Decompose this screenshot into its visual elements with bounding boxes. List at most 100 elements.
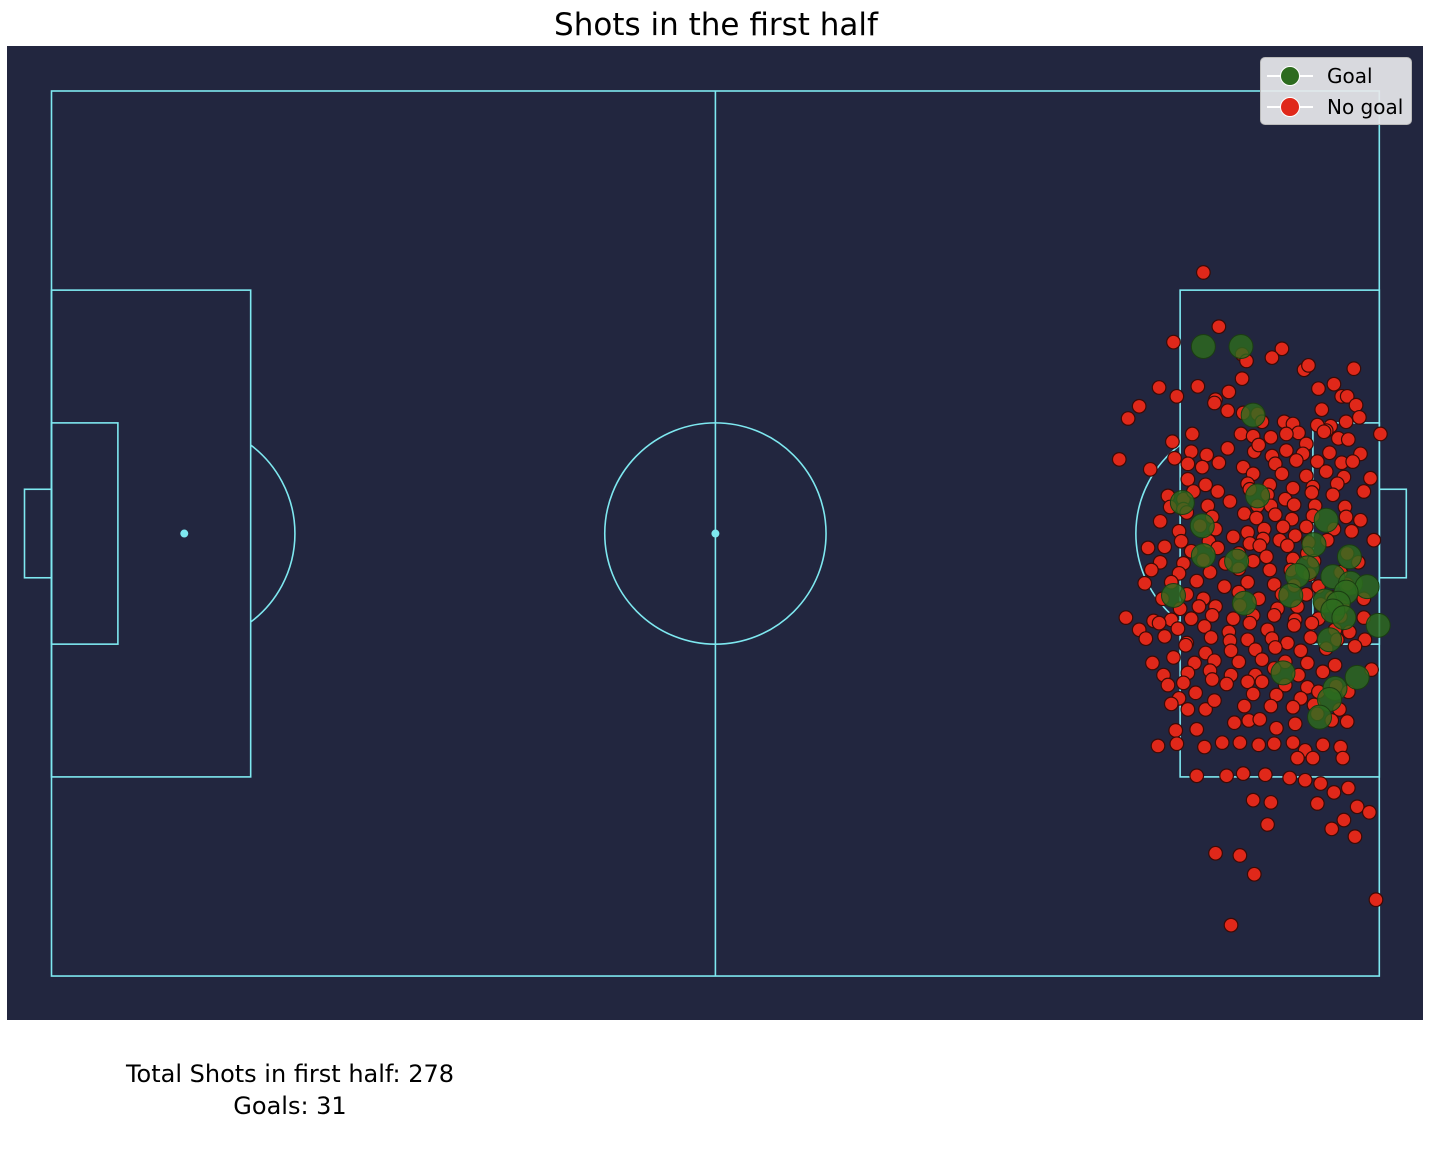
shot-no-goal-point: [1305, 750, 1321, 766]
shot-no-goal-point: [1211, 319, 1227, 335]
shot-no-goal-point: [1298, 519, 1314, 535]
shot-no-goal-point: [1180, 471, 1196, 487]
shot-no-goal-point: [1251, 437, 1267, 453]
shot-no-goal-point: [1188, 685, 1204, 701]
shot-no-goal-point: [1315, 737, 1331, 753]
shot-no-goal-point: [1118, 610, 1134, 625]
shot-no-goal-point: [1351, 409, 1367, 425]
shot-goal-point: [1354, 574, 1380, 600]
shot-no-goal-point: [1137, 575, 1153, 591]
shot-no-goal-point: [1219, 768, 1235, 784]
shot-no-goal-point: [1190, 378, 1206, 394]
shot-no-goal-point: [1234, 371, 1250, 387]
shot-no-goal-point: [1225, 611, 1241, 627]
shot-goal-point: [1228, 334, 1254, 360]
shot-no-goal-point: [1266, 736, 1282, 752]
shot-no-goal-point: [1214, 735, 1230, 751]
shot-no-goal-point: [1338, 414, 1354, 430]
shot-no-goal-point: [1348, 397, 1364, 413]
shot-no-goal-point: [1303, 630, 1319, 645]
shot-no-goal-point: [1164, 434, 1180, 450]
shot-no-goal-point: [1266, 577, 1282, 592]
shot-goal-point: [1344, 664, 1370, 690]
shot-no-goal-point: [1180, 456, 1196, 472]
shot-no-goal-point: [1316, 424, 1332, 440]
shot-no-goal-point: [1219, 676, 1235, 692]
shot-no-goal-point: [1267, 640, 1283, 655]
shot-no-goal-point: [1184, 426, 1200, 442]
shot-no-goal-point: [1120, 411, 1136, 426]
goal-right: [1378, 488, 1408, 579]
shot-goal-point: [1245, 483, 1271, 509]
shot-goal-point: [1331, 605, 1357, 631]
shot-no-goal-point: [1285, 699, 1301, 715]
shot-goal-point: [1190, 543, 1216, 569]
chart-title: Shots in the first half: [554, 7, 878, 43]
shot-no-goal-point: [1278, 443, 1294, 458]
pitch-plot: [7, 46, 1423, 1020]
shot-no-goal-point: [1138, 631, 1154, 647]
shot-no-goal-point: [1143, 562, 1159, 578]
shot-no-goal-point: [1345, 454, 1361, 470]
shot-no-goal-point: [1263, 794, 1279, 810]
shot-no-goal-point: [1346, 361, 1362, 377]
shot-goal-point: [1278, 582, 1304, 608]
legend-marker-no-goal: [1280, 97, 1300, 117]
shot-no-goal-point: [1260, 817, 1275, 832]
shot-goal-point: [1160, 582, 1186, 608]
shot-no-goal-point: [1246, 866, 1262, 882]
shot-no-goal-point: [1183, 444, 1199, 460]
shot-no-goal-point: [1324, 821, 1340, 837]
legend-entry-no-goal: No goal: [1261, 91, 1411, 121]
shot-no-goal-point: [1297, 772, 1313, 788]
shot-no-goal-point: [1180, 702, 1196, 717]
shot-no-goal-point: [1290, 750, 1305, 766]
shot-no-goal-point: [1287, 716, 1303, 732]
shot-no-goal-point: [1326, 376, 1342, 392]
shot-no-goal-point: [1280, 635, 1295, 651]
shot-no-goal-point: [1340, 432, 1356, 447]
shot-no-goal-point: [1167, 450, 1182, 466]
shot-goal-point: [1240, 402, 1266, 428]
shot-no-goal-point: [1233, 426, 1249, 442]
shot-no-goal-point: [1373, 426, 1388, 442]
shot-no-goal-point: [1111, 451, 1127, 467]
shot-no-goal-point: [1338, 509, 1354, 525]
shot-no-goal-point: [1189, 768, 1205, 784]
goals-text: Goals: 31: [233, 1092, 347, 1120]
shot-no-goal-point: [1203, 630, 1219, 645]
shot-no-goal-point: [1160, 677, 1176, 693]
shot-no-goal-point: [1198, 477, 1213, 493]
shot-no-goal-point: [1263, 429, 1279, 445]
shot-no-goal-point: [1347, 829, 1363, 845]
shot-goal-point: [1307, 704, 1333, 730]
shot-no-goal-point: [1199, 447, 1215, 463]
penalty-spot-left: [180, 529, 189, 538]
shot-no-goal-point: [1252, 538, 1268, 554]
shot-no-goal-point: [1183, 611, 1199, 627]
shot-no-goal-point: [1221, 384, 1237, 400]
shot-goal-point: [1317, 627, 1343, 653]
shot-no-goal-point: [1236, 698, 1252, 714]
shot-no-goal-point: [1267, 507, 1283, 523]
shot-no-goal-point: [1232, 735, 1248, 751]
shot-no-goal-point: [1340, 780, 1356, 796]
shot-no-goal-point: [1208, 845, 1223, 861]
shot-no-goal-point: [1339, 388, 1355, 404]
shot-no-goal-point: [1169, 736, 1185, 752]
shot-no-goal-point: [1268, 720, 1284, 736]
shot-no-goal-point: [1150, 738, 1166, 754]
shot-no-goal-point: [1299, 655, 1315, 671]
shot-no-goal-point: [1189, 721, 1205, 737]
shot-no-goal-point: [1173, 533, 1189, 549]
shot-no-goal-point: [1210, 484, 1226, 499]
shot-no-goal-point: [1254, 652, 1270, 668]
shot-no-goal-point: [1285, 480, 1301, 496]
shot-no-goal-point: [1336, 812, 1352, 828]
shot-no-goal-point: [1211, 455, 1227, 471]
shot-no-goal-point: [1225, 529, 1241, 545]
shot-no-goal-point: [1245, 792, 1261, 808]
shot-no-goal-point: [1335, 750, 1351, 766]
shot-no-goal-point: [1223, 917, 1239, 933]
centre-spot: [711, 529, 720, 538]
